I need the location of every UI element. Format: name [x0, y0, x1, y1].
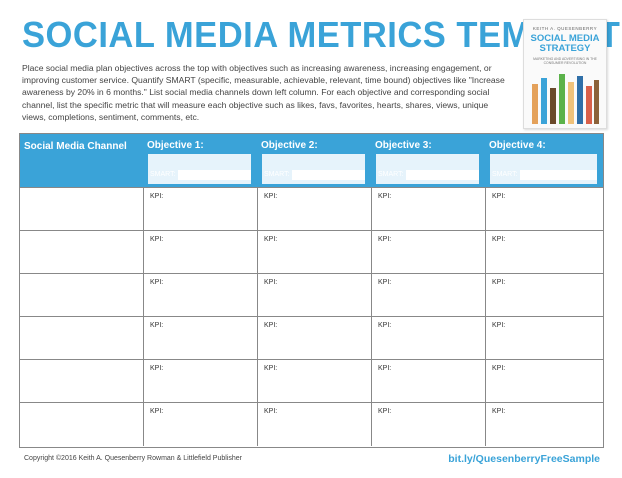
smart-label: SMART:	[378, 171, 404, 178]
kpi-cell[interactable]: KPI:	[371, 403, 486, 446]
objective-input-1[interactable]: SMART:	[148, 154, 251, 184]
kpi-cell[interactable]: KPI:	[371, 317, 486, 360]
kpi-label: KPI:	[264, 322, 278, 329]
channel-cell[interactable]	[20, 403, 143, 446]
channel-cell[interactable]	[20, 274, 143, 317]
page-title: SOCIAL MEDIA METRICS TEMPLATE	[22, 14, 622, 55]
table-row: KPI: KPI: KPI: KPI:	[20, 187, 603, 231]
table-row: KPI: KPI: KPI: KPI:	[20, 273, 603, 317]
objective-label: Objective 1:	[147, 140, 204, 151]
objective-header-4: Objective 4: SMART:	[485, 134, 603, 187]
kpi-cell[interactable]: KPI:	[371, 274, 486, 317]
book-author: KEITH A. QUESENBERRY	[532, 26, 598, 31]
table-row: KPI: KPI: KPI: KPI:	[20, 402, 603, 446]
channel-cell[interactable]	[20, 231, 143, 274]
kpi-cell[interactable]: KPI:	[485, 231, 604, 274]
objective-header-3: Objective 3: SMART:	[371, 134, 485, 187]
smart-label: SMART:	[492, 171, 518, 178]
kpi-cell[interactable]: KPI:	[257, 188, 372, 231]
objective-input-3[interactable]: SMART:	[376, 154, 479, 184]
objective-header-2: Objective 2: SMART:	[257, 134, 371, 187]
kpi-label: KPI:	[264, 279, 278, 286]
kpi-label: KPI:	[378, 322, 392, 329]
kpi-label: KPI:	[492, 322, 506, 329]
instructions-text: Place social media plan objectives acros…	[22, 63, 505, 122]
kpi-label: KPI:	[150, 236, 164, 243]
kpi-cell[interactable]: KPI:	[257, 403, 372, 446]
kpi-label: KPI:	[264, 408, 278, 415]
kpi-label: KPI:	[150, 365, 164, 372]
channel-header-cell: Social Media Channel	[20, 134, 143, 187]
objective-header-1: Objective 1: SMART:	[143, 134, 257, 187]
kpi-cell[interactable]: KPI:	[485, 274, 604, 317]
kpi-label: KPI:	[492, 279, 506, 286]
kpi-label: KPI:	[150, 279, 164, 286]
objective-label: Objective 3:	[375, 140, 432, 151]
smart-input-3[interactable]	[406, 170, 479, 180]
table-row: KPI: KPI: KPI: KPI:	[20, 359, 603, 403]
table-header: Social Media Channel Objective 1: SMART:…	[20, 134, 603, 187]
kpi-cell[interactable]: KPI:	[371, 188, 486, 231]
kpi-cell[interactable]: KPI:	[485, 317, 604, 360]
kpi-label: KPI:	[492, 365, 506, 372]
kpi-cell[interactable]: KPI:	[485, 360, 604, 403]
objective-label: Objective 2:	[261, 140, 318, 151]
kpi-label: KPI:	[492, 193, 506, 200]
book-subtitle: MARKETING AND ADVERTISING IN THE CONSUME…	[533, 57, 597, 65]
kpi-cell[interactable]: KPI:	[257, 231, 372, 274]
smart-label: SMART:	[264, 171, 290, 178]
kpi-cell[interactable]: KPI:	[143, 188, 258, 231]
channel-cell[interactable]	[20, 360, 143, 403]
book-title: SOCIAL MEDIA STRATEGY	[528, 34, 602, 54]
kpi-label: KPI:	[378, 365, 392, 372]
kpi-label: KPI:	[378, 279, 392, 286]
kpi-label: KPI:	[150, 408, 164, 415]
objective-input-4[interactable]: SMART:	[490, 154, 597, 184]
smart-input-1[interactable]	[178, 170, 251, 180]
sample-link[interactable]: bit.ly/QuesenberryFreeSample	[448, 453, 600, 465]
smart-input-4[interactable]	[520, 170, 597, 180]
smart-input-2[interactable]	[292, 170, 365, 180]
copyright-text: Copyright ©2016 Keith A. Quesenberry Row…	[24, 455, 242, 462]
kpi-cell[interactable]: KPI:	[485, 188, 604, 231]
table-row: KPI: KPI: KPI: KPI:	[20, 316, 603, 360]
kpi-cell[interactable]: KPI:	[143, 403, 258, 446]
kpi-label: KPI:	[264, 236, 278, 243]
kpi-label: KPI:	[264, 193, 278, 200]
objective-label: Objective 4:	[489, 140, 546, 151]
channel-cell[interactable]	[20, 317, 143, 360]
kpi-cell[interactable]: KPI:	[143, 274, 258, 317]
book-title-line1: SOCIAL MEDIA	[530, 33, 600, 44]
kpi-label: KPI:	[378, 236, 392, 243]
kpi-cell[interactable]: KPI:	[257, 274, 372, 317]
kpi-label: KPI:	[378, 408, 392, 415]
kpi-cell[interactable]: KPI:	[143, 360, 258, 403]
objective-input-2[interactable]: SMART:	[262, 154, 365, 184]
kpi-label: KPI:	[150, 322, 164, 329]
raised-hands-illustration	[532, 74, 599, 124]
smart-label: SMART:	[150, 171, 176, 178]
kpi-label: KPI:	[264, 365, 278, 372]
metrics-table: Social Media Channel Objective 1: SMART:…	[19, 133, 604, 448]
table-row: KPI: KPI: KPI: KPI:	[20, 230, 603, 274]
kpi-label: KPI:	[378, 193, 392, 200]
kpi-cell[interactable]: KPI:	[257, 360, 372, 403]
kpi-label: KPI:	[150, 193, 164, 200]
book-cover: KEITH A. QUESENBERRY SOCIAL MEDIA STRATE…	[523, 19, 607, 129]
book-title-line2: STRATEGY	[539, 43, 591, 54]
channel-header: Social Media Channel	[24, 141, 127, 152]
kpi-cell[interactable]: KPI:	[257, 317, 372, 360]
kpi-cell[interactable]: KPI:	[371, 231, 486, 274]
channel-cell[interactable]	[20, 188, 143, 231]
kpi-cell[interactable]: KPI:	[485, 403, 604, 446]
kpi-label: KPI:	[492, 236, 506, 243]
kpi-cell[interactable]: KPI:	[143, 317, 258, 360]
kpi-cell[interactable]: KPI:	[143, 231, 258, 274]
kpi-label: KPI:	[492, 408, 506, 415]
kpi-cell[interactable]: KPI:	[371, 360, 486, 403]
